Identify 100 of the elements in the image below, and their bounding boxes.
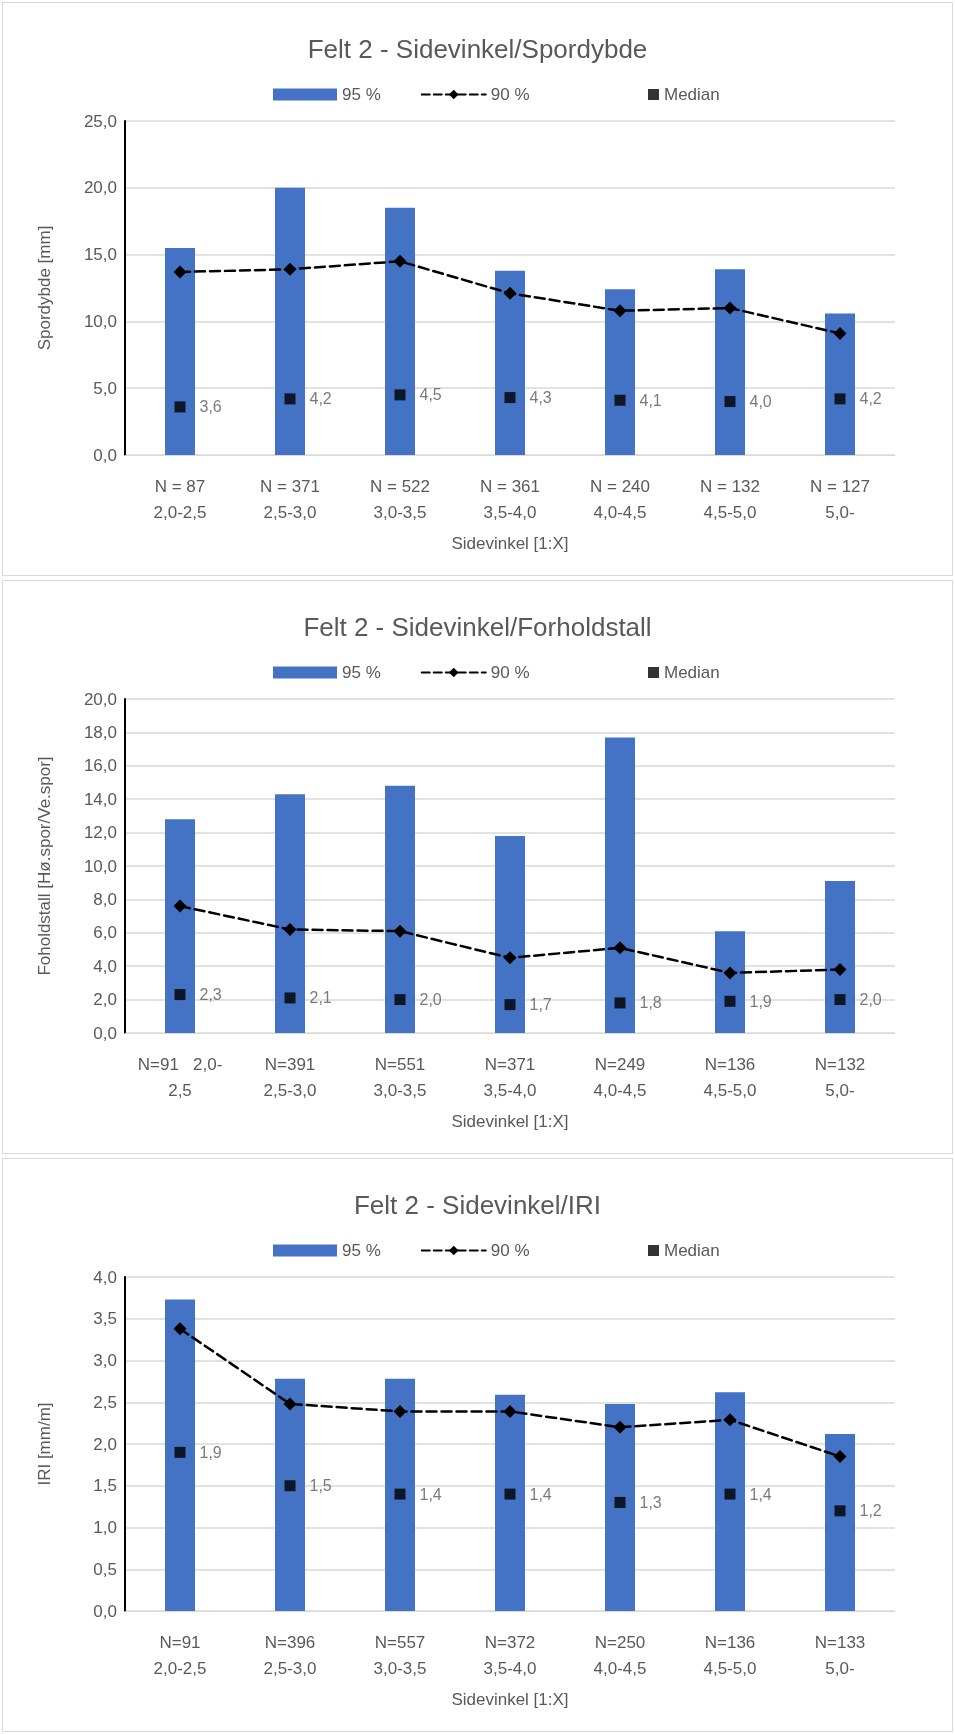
point xyxy=(723,1413,737,1427)
y-tick-label: 15,0 xyxy=(83,245,117,265)
data-label: 1,9 xyxy=(199,1443,222,1461)
data-label: 4,2 xyxy=(309,390,332,408)
x-tick-label: N=372 3,5-4,0 xyxy=(483,1632,537,1678)
x-tick-label: N=396 2,5-3,0 xyxy=(263,1632,317,1678)
data-label: 1,5 xyxy=(309,1477,332,1495)
y-tick-label: 2,0 xyxy=(93,1434,117,1454)
x-tick-label: N = 87 2,0-2,5 xyxy=(153,476,207,522)
point xyxy=(723,966,737,980)
point xyxy=(283,262,297,276)
bar xyxy=(605,1403,635,1611)
bar xyxy=(275,794,305,1033)
legend-label: Median xyxy=(664,1241,720,1260)
data-label: 4,5 xyxy=(419,386,442,404)
chart-title: Felt 2 - Sidevinkel/Spordybde xyxy=(307,34,648,64)
point xyxy=(174,1446,186,1458)
point xyxy=(614,394,626,406)
x-tick-label: N=551 3,0-3,5 xyxy=(373,1054,427,1100)
bar xyxy=(385,785,415,1033)
point xyxy=(834,994,846,1006)
point xyxy=(174,401,186,413)
bar xyxy=(825,313,855,455)
data-label: 2,3 xyxy=(199,986,222,1004)
x-tick-label: N=136 4,5-5,0 xyxy=(703,1054,757,1100)
data-label: 1,4 xyxy=(419,1485,442,1503)
x-tick-label: N=371 3,5-4,0 xyxy=(483,1054,537,1100)
x-tick-label: N = 361 3,5-4,0 xyxy=(479,476,541,522)
point xyxy=(503,286,517,300)
x-tick-label: N=249 4,0-4,5 xyxy=(593,1054,647,1100)
point xyxy=(393,254,407,268)
y-tick-label: 20,0 xyxy=(83,178,117,198)
legend-label: Median xyxy=(664,85,720,104)
x-tick-label: N = 127 5,0- xyxy=(809,476,871,522)
y-axis-title: Spordybde [mm] xyxy=(35,225,54,351)
point xyxy=(283,1397,297,1411)
x-axis-title: Sidevinkel [1:X] xyxy=(451,1690,569,1709)
bar xyxy=(165,247,195,455)
y-tick-label: 2,0 xyxy=(93,990,117,1010)
data-label: 1,8 xyxy=(639,994,662,1012)
x-tick-label: N=136 4,5-5,0 xyxy=(703,1632,757,1678)
chart-title: Felt 2 - Sidevinkel/IRI xyxy=(353,1190,602,1220)
y-axis-title: Foholdstall [Hø.spor/Ve.spor] xyxy=(35,756,54,976)
point xyxy=(283,922,297,936)
x-axis-title: Sidevinkel [1:X] xyxy=(451,1112,569,1131)
x-tick-label: N=91 2,0-2,5 xyxy=(153,1632,207,1678)
legend-label: Median xyxy=(664,663,720,682)
legend-label: 90 % xyxy=(490,663,530,682)
legend-label: 95 % xyxy=(342,85,381,104)
data-label: 1,7 xyxy=(529,996,552,1014)
bar xyxy=(825,1433,855,1611)
y-tick-label: 0,0 xyxy=(93,445,117,465)
bar xyxy=(385,1378,415,1611)
data-label: 1,2 xyxy=(859,1502,882,1520)
y-tick-label: 16,0 xyxy=(83,756,117,776)
point xyxy=(284,393,296,405)
legend-label: 95 % xyxy=(342,663,381,682)
point xyxy=(173,899,187,913)
point xyxy=(833,1450,847,1464)
point xyxy=(173,265,187,279)
bar xyxy=(495,1394,525,1611)
point xyxy=(284,992,296,1004)
data-label: 2,1 xyxy=(309,989,332,1007)
y-tick-label: 6,0 xyxy=(93,923,117,943)
bar xyxy=(605,289,635,455)
point xyxy=(394,994,406,1006)
y-tick-label: 2,5 xyxy=(93,1392,117,1412)
data-label: 2,0 xyxy=(419,991,442,1009)
y-tick-label: 0,0 xyxy=(93,1601,117,1621)
x-tick-label: N = 240 4,0-4,5 xyxy=(589,476,651,522)
x-tick-label: N = 522 3,0-3,5 xyxy=(369,476,431,522)
y-tick-label: 3,5 xyxy=(93,1309,117,1329)
point xyxy=(173,1322,187,1336)
data-label: 1,9 xyxy=(749,992,772,1010)
point xyxy=(503,951,517,965)
point xyxy=(613,304,627,318)
data-label: 1,4 xyxy=(749,1485,772,1503)
point xyxy=(394,389,406,401)
x-axis-title: Sidevinkel [1:X] xyxy=(451,534,569,553)
y-tick-label: 5,0 xyxy=(93,378,117,398)
bar xyxy=(825,881,855,1033)
bar xyxy=(385,207,415,455)
point xyxy=(504,1488,516,1500)
y-tick-label: 0,5 xyxy=(93,1559,117,1579)
legend-label: 90 % xyxy=(490,1241,530,1260)
chart-title: Felt 2 - Sidevinkel/Forholdstall xyxy=(303,612,652,642)
x-tick-label: N=133 5,0- xyxy=(814,1632,866,1678)
x-tick-label: N=391 2,5-3,0 xyxy=(263,1054,317,1100)
bar xyxy=(495,270,525,455)
x-tick-label: N=250 4,0-4,5 xyxy=(593,1632,647,1678)
y-tick-label: 10,0 xyxy=(83,311,117,331)
legend-label: 90 % xyxy=(490,85,530,104)
bar xyxy=(715,269,745,455)
point xyxy=(284,1480,296,1492)
y-tick-label: 0,0 xyxy=(93,1023,117,1043)
data-label: 1,4 xyxy=(529,1485,552,1503)
y-tick-label: 25,0 xyxy=(83,111,117,131)
y-tick-label: 3,0 xyxy=(93,1351,117,1370)
point xyxy=(724,1488,736,1500)
point xyxy=(724,396,736,408)
